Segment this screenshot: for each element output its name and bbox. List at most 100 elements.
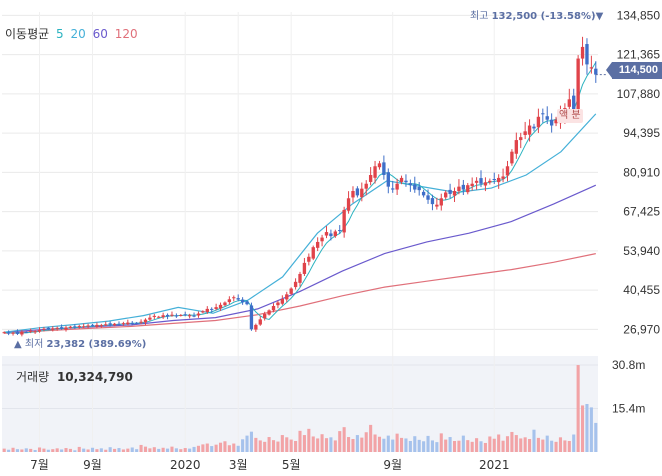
high-prefix: 최고 <box>470 11 489 22</box>
volume-tick-label: 30.8m <box>612 358 645 372</box>
volume-bar <box>413 436 417 452</box>
y-tick-label: 134,850 <box>617 8 661 22</box>
volume-bar <box>232 443 236 452</box>
volume-bar <box>64 448 68 452</box>
volume-bar <box>179 449 183 452</box>
candle-body <box>368 175 373 182</box>
high-price-label: 최고 132,500 (-13.58%)▼ <box>470 7 603 22</box>
volume-tick-label: 15.4m <box>612 402 645 416</box>
candle-body <box>68 326 73 328</box>
y-tick-label: 40,455 <box>623 283 660 297</box>
candle-body <box>545 116 549 120</box>
candle-body <box>59 327 64 329</box>
low-prefix: 최저 <box>24 339 44 350</box>
volume-bar <box>395 433 399 452</box>
candle-body <box>205 308 209 312</box>
volume-bar <box>99 448 103 452</box>
candle-body <box>457 186 461 192</box>
candle-body <box>470 183 474 187</box>
candle-body <box>276 302 280 306</box>
candle-body <box>143 319 148 323</box>
volume-bar <box>545 435 549 452</box>
candle-body <box>293 281 298 288</box>
candle-body <box>134 322 139 324</box>
candle-body <box>285 294 289 300</box>
volume-bar <box>510 431 514 452</box>
volume-bar <box>152 447 156 452</box>
volume-bar <box>267 437 271 452</box>
candle-body <box>174 315 179 317</box>
candle-body <box>148 317 152 320</box>
candle-body <box>496 177 501 183</box>
candle-body <box>541 113 545 115</box>
candle-body <box>81 326 86 328</box>
event-marker-label[interactable]: 액 분 <box>557 109 583 123</box>
candle-body <box>554 119 558 124</box>
volume-bar <box>55 448 59 452</box>
candle-body <box>315 241 320 248</box>
volume-bar <box>572 434 576 452</box>
candle-body <box>95 324 99 327</box>
candle-body <box>488 180 492 183</box>
candle-body <box>267 310 271 315</box>
candle-body <box>6 332 11 334</box>
candle-body <box>152 315 156 317</box>
legend-title: 이동평균 <box>5 27 50 41</box>
volume-bar <box>581 405 585 452</box>
candle-body <box>64 327 68 330</box>
candle-body <box>73 326 77 328</box>
volume-bar <box>360 437 364 452</box>
volume-bar <box>550 440 554 452</box>
volume-bar <box>2 448 6 452</box>
candle-body <box>338 230 342 232</box>
volume-bar <box>532 429 536 452</box>
candle-body <box>214 307 218 309</box>
volume-bar <box>33 450 37 452</box>
volume-bar <box>589 407 593 452</box>
candle-body <box>307 256 311 262</box>
candle-body <box>355 188 360 196</box>
candle-body <box>527 125 532 135</box>
candle-body <box>112 323 117 326</box>
volume-bar <box>479 441 483 452</box>
candle-body <box>532 126 536 129</box>
candle-body <box>183 314 187 316</box>
down-triangle-icon: ▼ <box>595 11 604 22</box>
x-tick-label: 2021 <box>479 458 510 472</box>
legend-ma20: 20 <box>70 27 86 41</box>
volume-bar <box>113 448 117 452</box>
y-tick-label: 26,970 <box>623 322 660 336</box>
volume-bar <box>466 440 470 452</box>
candle-body <box>589 67 594 69</box>
x-tick-label: 2020 <box>170 458 201 472</box>
volume-bar <box>223 441 227 452</box>
volume-bar <box>444 439 448 452</box>
volume-bar <box>135 449 139 452</box>
candle-body <box>430 198 435 205</box>
candle-body <box>249 305 254 330</box>
candle-body <box>130 322 134 324</box>
volume-bar <box>514 435 518 452</box>
volume-bar <box>302 435 306 452</box>
candle-body <box>536 116 541 128</box>
candle-body <box>121 323 126 325</box>
volume-bar <box>258 440 262 452</box>
candle-body <box>289 288 293 294</box>
volume-bar <box>594 422 598 452</box>
volume-bar <box>143 446 148 452</box>
volume-bar <box>254 437 258 452</box>
x-tick-label: 9월 <box>83 458 102 472</box>
volume-bar <box>205 443 209 452</box>
candle-body <box>483 182 488 186</box>
candle-body <box>298 273 302 283</box>
legend-ma5: 5 <box>56 27 64 41</box>
candle-body <box>187 315 192 317</box>
candle-body <box>240 299 245 303</box>
candle-body <box>320 237 324 242</box>
candle-body <box>33 331 37 333</box>
candle-body <box>505 166 510 176</box>
candle-body <box>218 304 223 309</box>
volume-bar <box>139 444 143 452</box>
volume-bar <box>183 448 187 452</box>
